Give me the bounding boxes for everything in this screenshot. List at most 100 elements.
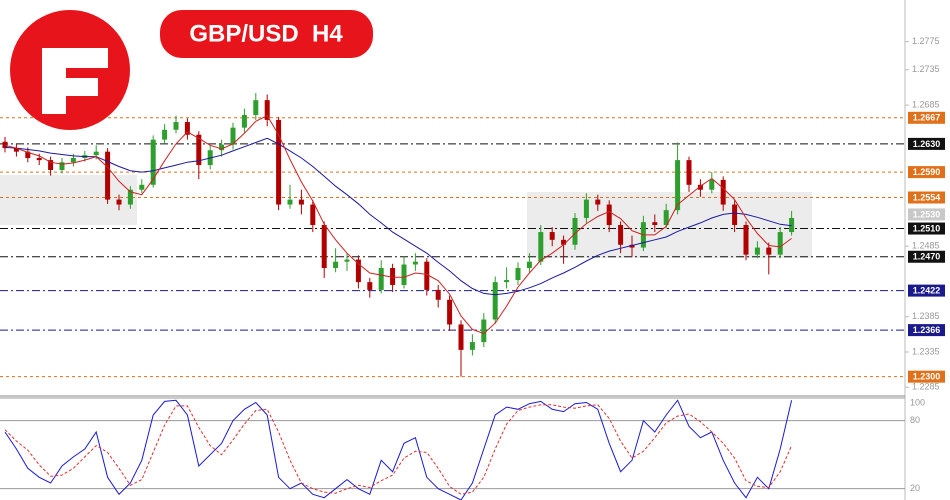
- level-label-box: [908, 191, 945, 204]
- candle-body: [241, 114, 247, 128]
- candle-body: [583, 199, 589, 218]
- level-label: 1.2366: [913, 325, 941, 335]
- candle-body: [595, 199, 601, 205]
- candle-body: [697, 184, 703, 190]
- y-tick-label: 1.2735: [912, 64, 940, 74]
- level-label: 1.2630: [913, 139, 941, 149]
- candle-body: [298, 199, 304, 205]
- candle-body: [652, 222, 658, 226]
- level-label-box: [908, 166, 945, 179]
- y-tick-label: 100: [910, 397, 925, 407]
- candle-body: [777, 232, 783, 255]
- candle-body: [150, 139, 156, 185]
- candle-body: [732, 204, 738, 226]
- y-tick-label: 1.2385: [912, 311, 940, 321]
- current-price-box: [908, 208, 945, 221]
- candle-body: [367, 282, 373, 290]
- candle-body: [492, 282, 498, 320]
- candle-body: [355, 259, 361, 283]
- candle-body: [344, 259, 350, 262]
- candle-body: [549, 232, 555, 240]
- level-label-box: [908, 222, 945, 235]
- logo-mark: [42, 48, 108, 114]
- level-label: 1.2510: [913, 223, 941, 233]
- candle-body: [606, 204, 612, 226]
- candle-body: [162, 129, 168, 140]
- candle-body: [173, 122, 179, 130]
- level-label: 1.2590: [913, 167, 941, 177]
- candle-body: [196, 134, 202, 166]
- candle-body: [333, 261, 339, 269]
- candle-body: [25, 151, 31, 158]
- candle-body: [720, 179, 726, 205]
- candle-body: [754, 247, 760, 255]
- candle-body: [481, 319, 487, 343]
- candle-body: [458, 324, 464, 350]
- candle-body: [504, 280, 510, 283]
- level-label: 1.2554: [913, 192, 941, 202]
- candle-body: [59, 162, 65, 170]
- candle-body: [629, 244, 635, 248]
- candle-body: [515, 268, 521, 281]
- candle-body: [572, 217, 578, 245]
- level-label: 1.2667: [913, 113, 941, 123]
- y-tick-label: 1.2285: [912, 382, 940, 392]
- candle-body: [219, 144, 225, 151]
- candle-body: [139, 184, 145, 190]
- candle-body: [48, 160, 54, 170]
- level-label: 1.2470: [913, 252, 941, 262]
- candle-body: [253, 100, 259, 115]
- candle-body: [526, 261, 532, 269]
- candle-body: [447, 299, 453, 325]
- candle-body: [743, 225, 749, 255]
- candle-body: [766, 247, 772, 255]
- level-label-box: [908, 284, 945, 297]
- level-label-box: [908, 250, 945, 263]
- oscillator-line: [4, 404, 793, 495]
- candle-body: [310, 204, 316, 226]
- candle-body: [2, 141, 8, 149]
- level-label-box: [908, 111, 945, 124]
- logo: [10, 10, 130, 130]
- candle-body: [469, 342, 475, 350]
- candle-body: [105, 151, 111, 200]
- candle-body: [686, 160, 692, 185]
- candle-body: [13, 148, 19, 152]
- moving-average: [4, 115, 792, 335]
- title-badge: [160, 10, 373, 58]
- logo-circle: [10, 10, 130, 130]
- candle-body: [127, 189, 133, 205]
- candle-body: [321, 225, 327, 269]
- candle-body: [675, 160, 681, 211]
- candle-body: [401, 264, 407, 285]
- level-label-box: [908, 370, 945, 383]
- candle-body: [70, 158, 76, 163]
- range-zone: [0, 175, 137, 225]
- level-label: 1.2422: [913, 285, 941, 295]
- candle-body: [561, 239, 567, 245]
- chart-title: GBP/USD H4: [189, 20, 343, 47]
- y-tick-label: 1.2775: [912, 36, 940, 46]
- level-label: 1.2300: [913, 372, 941, 382]
- level-label-box: [908, 324, 945, 337]
- oscillator-line: [4, 399, 793, 500]
- candle-body: [287, 199, 293, 205]
- candle-body: [378, 268, 384, 290]
- candle-body: [618, 225, 624, 245]
- candle-body: [36, 158, 42, 161]
- candle-body: [93, 151, 99, 156]
- candle-body: [230, 127, 236, 145]
- y-tick-label: 1.2685: [912, 99, 940, 109]
- current-price-label: 1.2530: [913, 209, 941, 219]
- candle-body: [663, 210, 669, 226]
- candle-body: [412, 261, 418, 265]
- level-label-box: [908, 137, 945, 150]
- plot-area: 1.2775 1.2735 1.2685 1.2485 1.2385 1.2335 1.22…: [0, 36, 940, 500]
- y-tick-label: 20: [910, 483, 920, 493]
- candle-body: [264, 100, 270, 120]
- candle-body: [538, 232, 544, 262]
- candle-body: [116, 199, 122, 205]
- y-tick-label: 1.2335: [912, 346, 940, 356]
